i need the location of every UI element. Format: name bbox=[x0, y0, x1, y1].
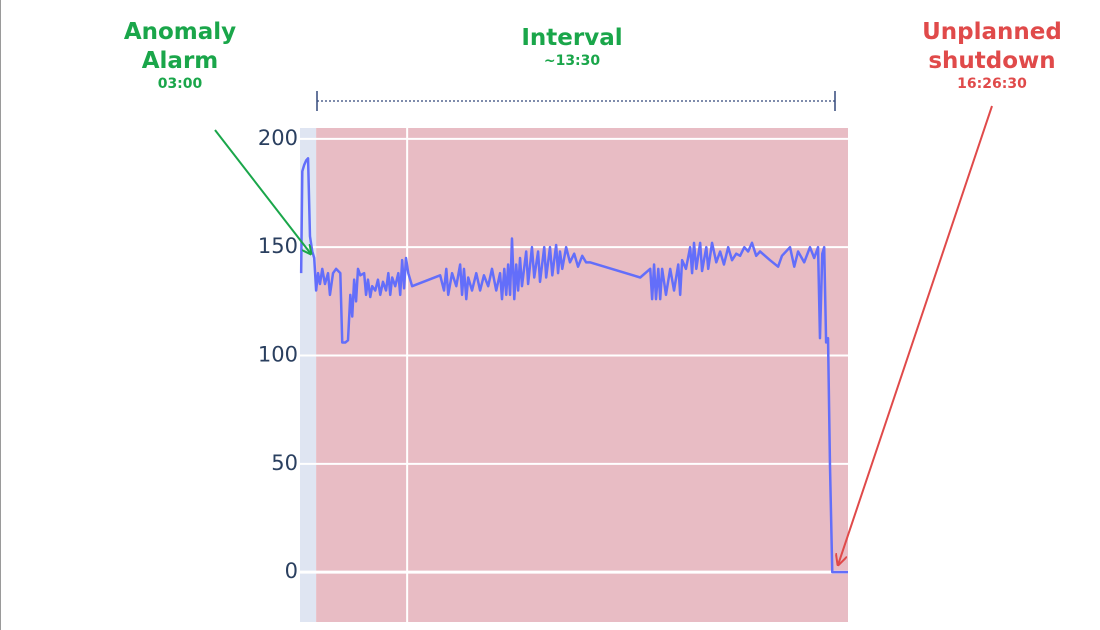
shutdown-note: Unplanned shutdown 16:26:30 bbox=[912, 18, 1072, 93]
alarm-arrow bbox=[214, 129, 311, 254]
data-line bbox=[299, 157, 848, 574]
shutdown-label: Unplanned shutdown bbox=[922, 19, 1062, 74]
y-tick-label: 50 bbox=[271, 451, 298, 475]
interval-label: Interval bbox=[521, 25, 623, 51]
y-tick-label: 200 bbox=[258, 126, 298, 150]
alarm-label: Anomaly Alarm bbox=[123, 19, 237, 74]
shutdown-time: 16:26:30 bbox=[957, 75, 1027, 92]
alarm-note: Anomaly Alarm 03:00 bbox=[110, 18, 250, 93]
alarm-time: 03:00 bbox=[157, 75, 203, 92]
shaded-region bbox=[316, 128, 849, 622]
interval-note: Interval ~13:30 bbox=[492, 24, 652, 70]
y-tick-label: 150 bbox=[258, 234, 298, 258]
shutdown-arrow bbox=[838, 105, 993, 565]
y-tick-label: 0 bbox=[285, 559, 298, 583]
interval-time: ~13:30 bbox=[543, 52, 601, 69]
plot-area: 0 50 100 150 200 bbox=[258, 126, 849, 622]
y-tick-label: 100 bbox=[258, 343, 298, 367]
